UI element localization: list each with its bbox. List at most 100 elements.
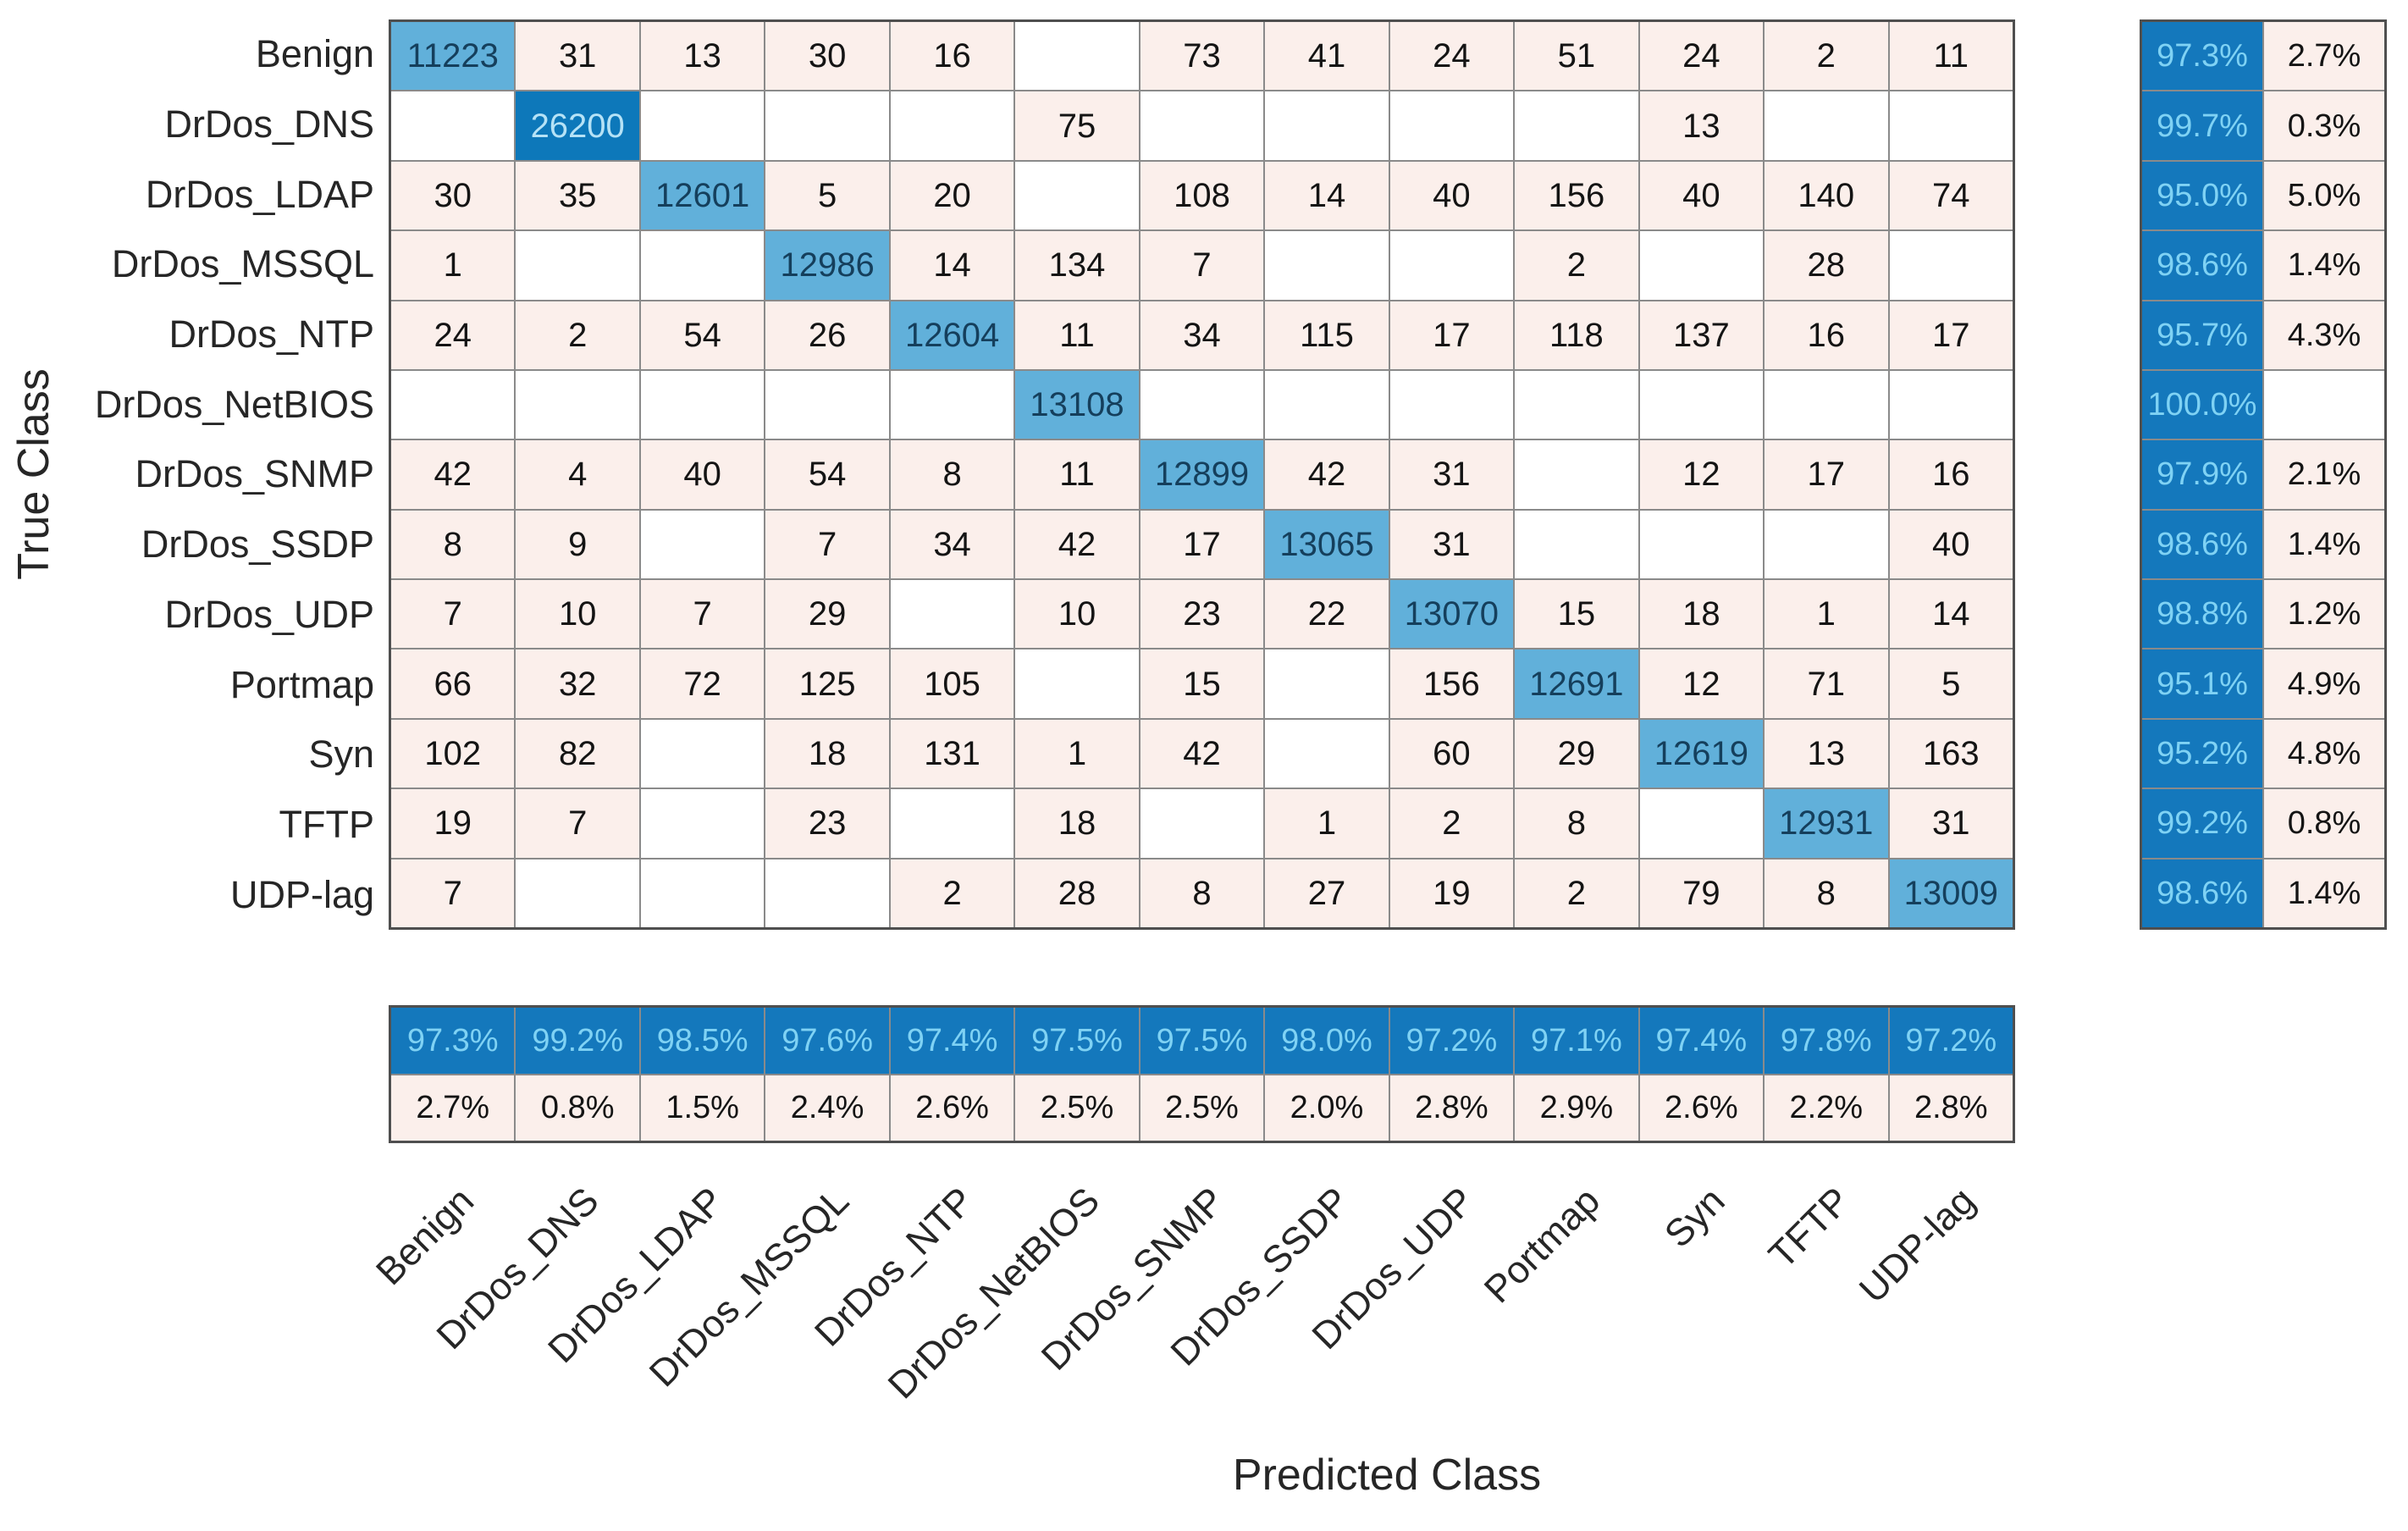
matrix-cell bbox=[765, 859, 889, 927]
matrix-cell bbox=[1889, 231, 2013, 300]
matrix-cell: 2 bbox=[1515, 231, 1638, 300]
row-summary-err-cell: 5.0% bbox=[2264, 161, 2384, 230]
col-summary-pct-cell: 97.8% bbox=[1765, 1008, 1888, 1074]
matrix-cell bbox=[1515, 440, 1638, 509]
matrix-cell bbox=[1015, 161, 1139, 230]
col-summary-err-cell: 1.5% bbox=[640, 1075, 765, 1141]
row-summary-err-cell: 0.8% bbox=[2264, 789, 2384, 858]
matrix-cell bbox=[391, 91, 515, 160]
matrix-cell: 13070 bbox=[1389, 580, 1514, 649]
matrix-cell: 13 bbox=[1765, 719, 1888, 788]
col-summary-pct-cell: 97.5% bbox=[1015, 1008, 1139, 1074]
y-tick-label: DrDos_SNMP bbox=[135, 452, 374, 496]
matrix-cell: 1 bbox=[1765, 580, 1888, 649]
matrix-cell bbox=[391, 370, 515, 439]
y-tick-label: DrDos_UDP bbox=[164, 592, 374, 636]
col-summary-pct-cell: 97.4% bbox=[1639, 1008, 1764, 1074]
matrix-cell: 18 bbox=[1639, 580, 1764, 649]
matrix-cell: 12931 bbox=[1765, 789, 1888, 858]
matrix-cell: 19 bbox=[391, 789, 515, 858]
matrix-cell: 15 bbox=[1515, 580, 1638, 649]
matrix-cell bbox=[1140, 789, 1264, 858]
matrix-cell: 51 bbox=[1515, 22, 1638, 91]
matrix-cell bbox=[516, 370, 639, 439]
matrix-cell: 24 bbox=[1389, 22, 1514, 91]
col-summary-pct-cell: 97.6% bbox=[765, 1008, 889, 1074]
y-tick-label: Syn bbox=[308, 732, 374, 777]
row-summary-err-cell: 2.1% bbox=[2264, 440, 2384, 509]
matrix-cell: 41 bbox=[1265, 22, 1389, 91]
matrix-cell: 134 bbox=[1015, 231, 1139, 300]
matrix-cell: 23 bbox=[1140, 580, 1264, 649]
matrix-cell bbox=[1265, 370, 1389, 439]
matrix-cell: 16 bbox=[1889, 440, 2013, 509]
matrix-cell: 29 bbox=[1515, 719, 1638, 788]
matrix-cell: 28 bbox=[1015, 859, 1139, 927]
matrix-cell bbox=[1140, 91, 1264, 160]
column-summary-grid: 97.3% 99.2% 98.5% 97.6% 97.4% 97.5% 97.5% 98.0%… bbox=[389, 1005, 2015, 1143]
matrix-cell bbox=[1389, 231, 1514, 300]
matrix-cell: 163 bbox=[1889, 719, 2013, 788]
matrix-cell: 10 bbox=[516, 580, 639, 649]
matrix-cell: 19 bbox=[1389, 859, 1514, 927]
col-summary-pct-cell: 97.3% bbox=[391, 1008, 515, 1074]
matrix-cell: 12619 bbox=[1639, 719, 1764, 788]
row-summary-pct-cell: 100.0% bbox=[2142, 370, 2262, 439]
matrix-cell: 7 bbox=[640, 580, 765, 649]
matrix-cell bbox=[1265, 231, 1389, 300]
y-tick-label: TFTP bbox=[279, 802, 374, 846]
matrix-cell: 12899 bbox=[1140, 440, 1264, 509]
matrix-cell: 74 bbox=[1889, 161, 2013, 230]
y-tick-label: DrDos_LDAP bbox=[145, 172, 374, 216]
matrix-cell bbox=[1265, 719, 1389, 788]
matrix-cell bbox=[1639, 510, 1764, 579]
row-summary-err-cell: 0.3% bbox=[2264, 91, 2384, 160]
matrix-cell: 9 bbox=[516, 510, 639, 579]
matrix-cell: 105 bbox=[890, 649, 1014, 718]
y-tick-label: DrDos_MSSQL bbox=[111, 242, 374, 286]
matrix-cell: 2 bbox=[1515, 859, 1638, 927]
row-summary-err-cell: 4.9% bbox=[2264, 649, 2384, 718]
matrix-cell: 1 bbox=[391, 231, 515, 300]
matrix-cell: 4 bbox=[516, 440, 639, 509]
matrix-cell: 35 bbox=[516, 161, 639, 230]
matrix-cell bbox=[765, 91, 889, 160]
col-summary-err-cell: 2.4% bbox=[765, 1075, 889, 1141]
col-summary-err-cell: 2.5% bbox=[1015, 1075, 1139, 1141]
matrix-cell: 140 bbox=[1765, 161, 1888, 230]
row-summary-pct-cell: 95.0% bbox=[2142, 161, 2262, 230]
matrix-cell bbox=[890, 370, 1014, 439]
matrix-cell: 115 bbox=[1265, 301, 1389, 369]
x-tick-label: TFTP bbox=[1759, 1179, 1858, 1277]
matrix-cell: 8 bbox=[890, 440, 1014, 509]
col-summary-pct-cell: 98.5% bbox=[640, 1008, 765, 1074]
matrix-cell: 5 bbox=[765, 161, 889, 230]
matrix-cell: 12 bbox=[1639, 649, 1764, 718]
matrix-cell: 2 bbox=[890, 859, 1014, 927]
matrix-cell: 42 bbox=[1265, 440, 1389, 509]
col-summary-pct-cell: 97.2% bbox=[1889, 1008, 2013, 1074]
matrix-cell bbox=[1265, 649, 1389, 718]
matrix-cell: 8 bbox=[1515, 789, 1638, 858]
matrix-cell: 7 bbox=[391, 859, 515, 927]
matrix-cell bbox=[1639, 231, 1764, 300]
matrix-cell: 32 bbox=[516, 649, 639, 718]
matrix-cell: 42 bbox=[1140, 719, 1264, 788]
matrix-cell: 8 bbox=[1765, 859, 1888, 927]
matrix-cell: 137 bbox=[1639, 301, 1764, 369]
row-summary-pct-cell: 95.7% bbox=[2142, 301, 2262, 369]
col-summary-err-cell: 2.8% bbox=[1889, 1075, 2013, 1141]
col-summary-pct-cell: 98.0% bbox=[1265, 1008, 1389, 1074]
col-summary-err-cell: 2.7% bbox=[391, 1075, 515, 1141]
matrix-cell: 10 bbox=[1015, 580, 1139, 649]
matrix-cell bbox=[765, 370, 889, 439]
row-summary-pct-cell: 99.2% bbox=[2142, 789, 2262, 858]
row-summary-err-cell: 2.7% bbox=[2264, 22, 2384, 91]
matrix-cell: 16 bbox=[1765, 301, 1888, 369]
matrix-cell: 31 bbox=[1389, 510, 1514, 579]
matrix-cell: 8 bbox=[391, 510, 515, 579]
matrix-cell bbox=[640, 719, 765, 788]
matrix-cell: 12986 bbox=[765, 231, 889, 300]
row-summary-grid: 97.3% 2.7% 99.7% 0.3% 95.0% 5.0% 98.6% 1.4% 95.7… bbox=[2140, 19, 2387, 930]
y-tick-label: Benign bbox=[255, 32, 374, 76]
